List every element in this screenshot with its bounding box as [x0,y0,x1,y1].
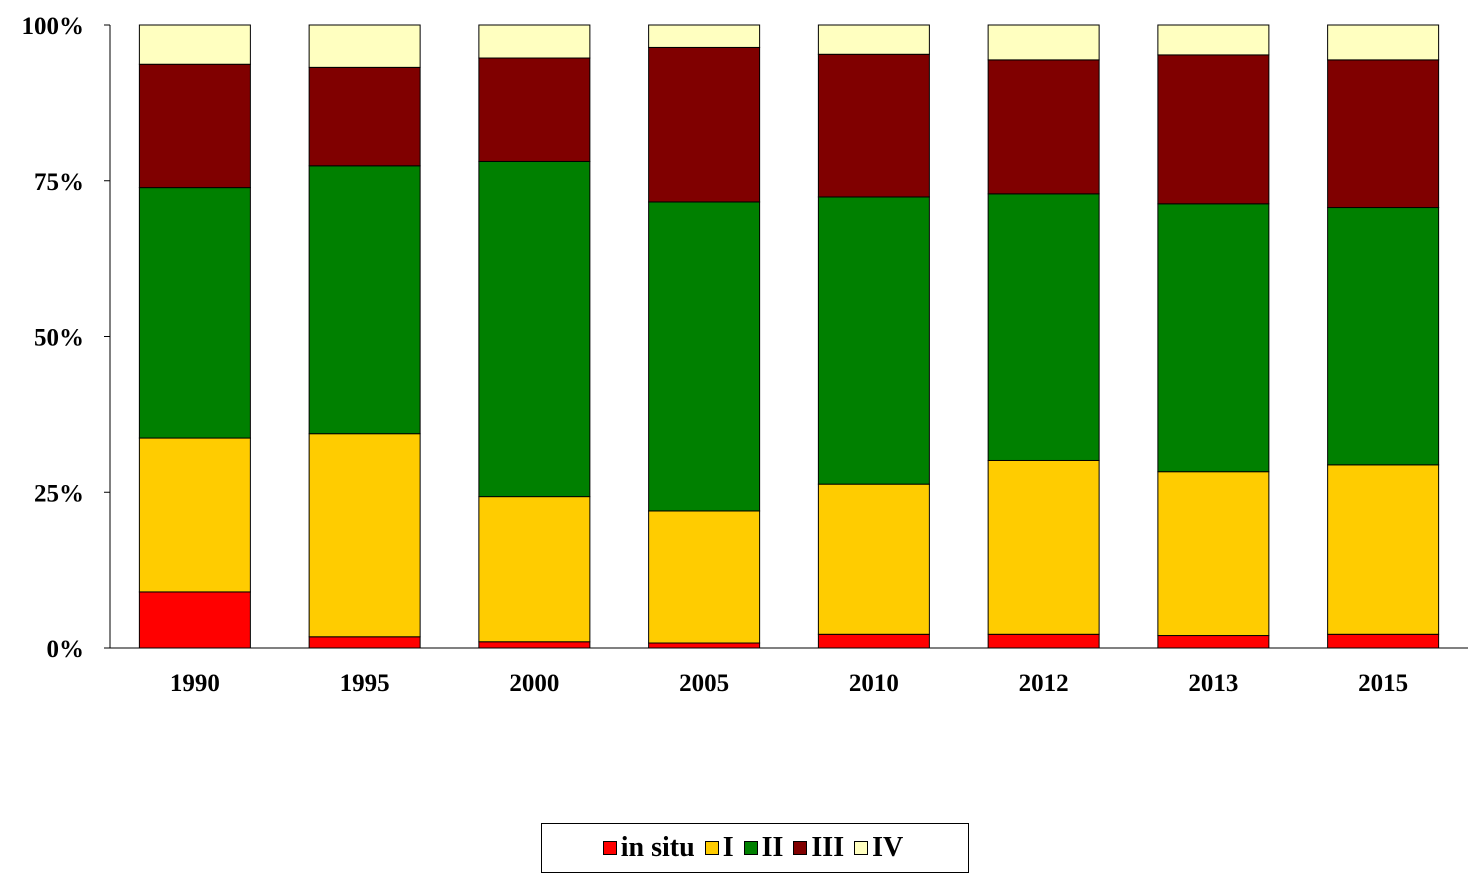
bar-segment-in-situ-1995 [308,636,421,649]
legend-item-iv: IV [854,832,903,864]
bar-segment-iii-2015 [1327,59,1440,209]
x-tick-label: 1995 [340,670,390,697]
y-tick-label: 25% [34,480,84,507]
legend-swatch [743,841,758,855]
bar-segment-iv-2005 [648,24,761,48]
bar-segment-iv-2012 [987,24,1100,61]
legend-item-ii: II [743,832,784,864]
bar-segment-in-situ-2013 [1157,635,1270,649]
bar-segment-i-2013 [1157,471,1270,637]
y-axis: 0% 25% 50% 75% 100% [22,13,111,663]
bar-segment-iii-1990 [138,63,251,189]
legend-label: II [761,832,784,863]
y-tick-label: 100% [22,13,85,40]
bar-segment-ii-2005 [648,201,761,512]
bar-segment-i-2012 [987,459,1100,635]
bar-segment-in-situ-2005 [648,642,761,649]
bar-segment-in-situ-2000 [478,641,591,649]
x-tick-label: 2015 [1358,670,1408,697]
x-tick-label: 2010 [849,670,899,697]
bar-segment-in-situ-2015 [1327,633,1440,649]
legend-item-in-situ: in situ [602,832,695,864]
bar-segment-i-2015 [1327,464,1440,635]
x-tick-label: 2012 [1019,670,1069,697]
chart-legend: in situ I II III IV [541,823,969,873]
bar-segment-iv-2015 [1327,24,1440,61]
y-tick-label: 75% [34,169,84,196]
x-tick-label: 2013 [1188,670,1238,697]
bar-segment-iii-2013 [1157,54,1270,205]
bar-segment-ii-2010 [817,196,930,485]
bar-segment-iii-2010 [817,53,930,198]
bar-segment-i-2000 [478,496,591,643]
legend-label: III [811,832,845,863]
bar-segment-i-1990 [138,437,251,593]
bar-segment-in-situ-1990 [138,591,251,649]
bar-segment-ii-2012 [987,193,1100,461]
bar-segment-iii-1995 [308,66,421,167]
bar-segment-ii-1990 [138,187,251,439]
bar-segment-i-1995 [308,433,421,638]
x-tick-label: 2005 [679,670,729,697]
legend-item-iii: III [793,832,844,864]
bar-segment-ii-1995 [308,165,421,435]
bar-segment-in-situ-2010 [817,633,930,649]
x-tick-label: 2000 [509,670,559,697]
legend-label: I [722,832,734,863]
bar-segment-iii-2000 [478,57,591,162]
bars [138,24,1440,649]
x-axis: 1990 1995 2000 2005 2010 2012 2013 2015 [110,647,1468,697]
bar-segment-ii-2000 [478,160,591,498]
legend-swatch [854,841,869,855]
legend-item-i: I [704,832,734,864]
bar-segment-iii-2005 [648,46,761,203]
legend-swatch [793,841,808,855]
bar-segment-iv-2000 [478,24,591,59]
legend-swatch [704,841,719,855]
bar-segment-in-situ-2012 [987,633,1100,649]
bar-segment-iv-1995 [308,24,421,68]
legend-swatch [602,841,617,855]
y-tick-label: 0% [47,636,85,663]
bar-segment-i-2010 [817,483,930,635]
y-tick-label: 50% [34,325,84,352]
bar-segment-iv-2013 [1157,24,1270,56]
bar-segment-ii-2013 [1157,203,1270,473]
legend-label: IV [872,832,904,863]
bar-segment-iv-1990 [138,24,251,65]
bar-segment-iii-2012 [987,59,1100,195]
bar-segment-ii-2015 [1327,207,1440,466]
x-tick-label: 1990 [170,670,220,697]
bar-segment-iv-2010 [817,24,930,55]
legend-label: in situ [620,832,695,863]
bar-segment-i-2005 [648,510,761,644]
